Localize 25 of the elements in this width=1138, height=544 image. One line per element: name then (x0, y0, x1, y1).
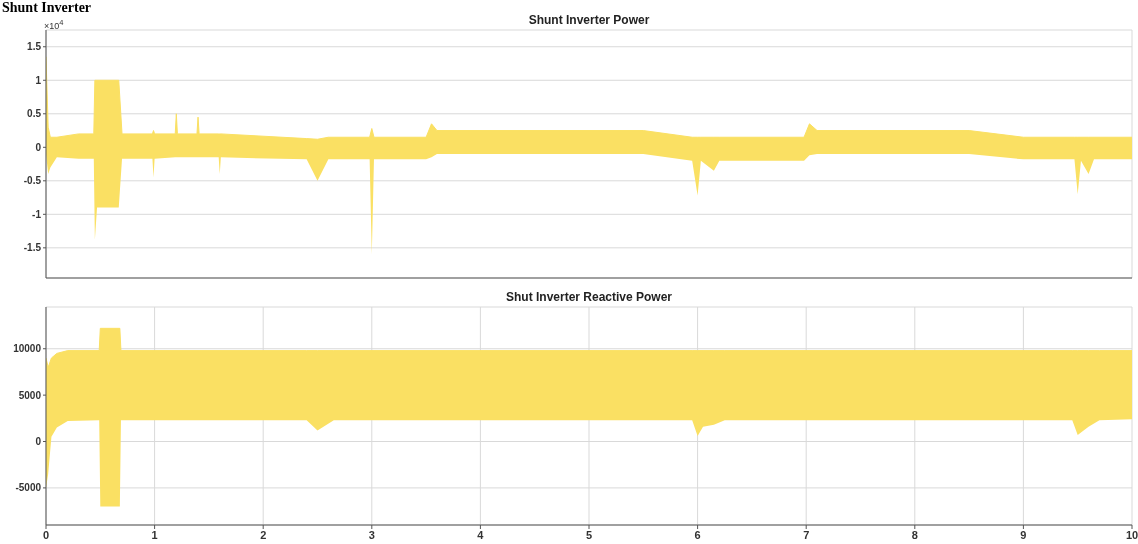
x-tick-label: 10 (1125, 528, 1138, 541)
x-tick-label: 9 (1020, 528, 1027, 541)
chart-title: Shut Inverter Reactive Power (504, 290, 674, 304)
y-tick-label: 10000 (13, 343, 42, 355)
y-tick-label: -1.5 (23, 242, 42, 254)
x-tick-label: 2 (260, 528, 267, 541)
x-tick-label: 6 (694, 528, 701, 541)
x-tick-label: 4 (477, 528, 485, 541)
y-tick-label: 1 (35, 74, 42, 86)
y-tick-label: 5000 (18, 389, 42, 401)
y-tick-label: 1.5 (27, 41, 42, 53)
x-tick-label: 8 (911, 528, 918, 541)
y-tick-label: 0.5 (27, 108, 42, 120)
annotation: ×10$^{4}$ (44, 17, 64, 32)
x-tick-label: 7 (803, 528, 810, 541)
y-tick-label: -1 (32, 208, 42, 220)
y-tick-label: 0 (35, 436, 42, 448)
x-tick-label: 3 (368, 528, 375, 541)
chart-title: Shunt Inverter Power (528, 13, 650, 27)
text: Shunt Inverter (2, 0, 92, 16)
x-tick-label: 1 (151, 528, 158, 541)
y-tick-label: 0 (35, 141, 42, 153)
y-tick-label: -0.5 (23, 175, 42, 187)
y-tick-label: -5000 (15, 482, 42, 494)
x-tick-label: 5 (585, 528, 593, 541)
